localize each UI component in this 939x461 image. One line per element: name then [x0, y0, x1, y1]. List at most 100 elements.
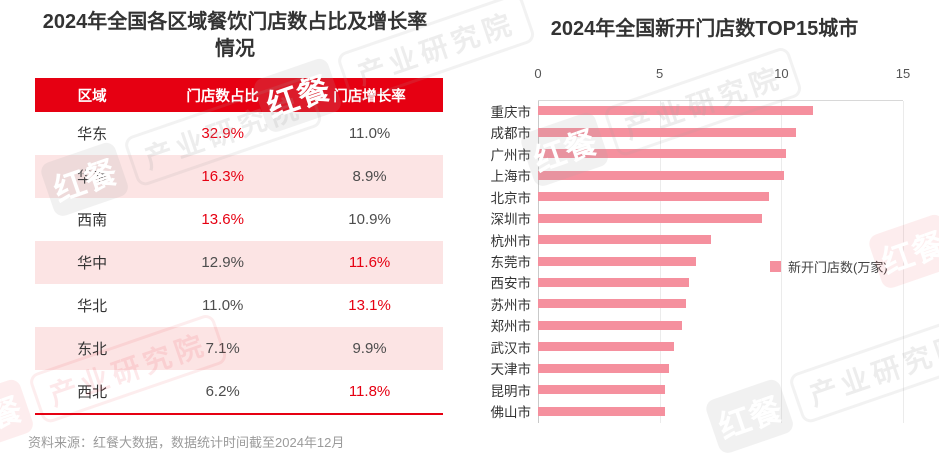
bar	[538, 363, 670, 373]
bar-row: 上海市	[470, 164, 903, 185]
bar-track	[538, 250, 903, 271]
region-table: 区域 门店数占比 门店增长率 华东 32.9% 11.0% 华南 16.3% 8.9% 西南 13…	[35, 78, 443, 415]
table-header-cell: 区域	[77, 88, 107, 105]
category-label: 昆明市	[490, 383, 532, 399]
table-bottom-rule	[35, 413, 443, 415]
table-body: 华东 32.9% 11.0% 华南 16.3% 8.9% 西南 13.6% 10.9% 华中 12.…	[35, 112, 443, 413]
category-label: 成都市	[490, 126, 532, 142]
x-tick-label: 10	[774, 66, 789, 81]
category-label: 佛山市	[490, 405, 532, 421]
top15-chart-panel: 2024年全国新开门店数TOP15城市 0 5 10 15 重庆市成都市广州市上海市北…	[470, 0, 939, 461]
table-cell-share: 6.2%	[205, 383, 240, 400]
table-cell-share: 12.9%	[201, 254, 244, 271]
category-label: 北京市	[490, 190, 532, 206]
left-chart-title-line1: 2024年全国各区域餐饮门店数占比及增长率	[42, 11, 428, 33]
bar	[538, 385, 665, 395]
bar-rows: 重庆市成都市广州市上海市北京市深圳市杭州市 东莞市西安市 苏州市郑州市武汉市天津市昆…	[470, 100, 903, 422]
left-chart-title: 2024年全国各区域餐饮门店数占比及增长率 情况	[0, 9, 470, 63]
bar-track	[538, 229, 903, 250]
bar	[538, 149, 787, 159]
source-note: 资料来源：红餐大数据，数据统计时间截至2024年12月	[28, 435, 345, 450]
table-cell-growth: 11.0%	[348, 125, 391, 142]
table-row: 华北 11.0% 13.1%	[35, 284, 443, 327]
table-cell-growth: 13.1%	[348, 297, 391, 314]
bar-row: 武汉市	[470, 336, 903, 357]
category-label: 郑州市	[490, 319, 532, 335]
bar	[538, 192, 770, 202]
table-cell-share: 16.3%	[201, 168, 244, 185]
bar-track	[538, 121, 903, 142]
table-cell-region: 华中	[77, 255, 108, 272]
right-chart-title: 2024年全国新开门店数TOP15城市	[550, 18, 859, 40]
bar-track	[538, 100, 903, 121]
bar-row: 成都市	[470, 121, 903, 142]
category-label: 广州市	[490, 147, 532, 163]
table-row: 华南 16.3% 8.9%	[35, 155, 443, 198]
table-cell-share: 7.1%	[205, 340, 240, 357]
bar	[538, 235, 711, 245]
bar	[538, 256, 697, 266]
x-tick-label: 5	[656, 66, 664, 81]
x-tick-label: 15	[895, 66, 911, 81]
category-label: 上海市	[490, 169, 532, 185]
bar	[538, 406, 665, 416]
table-cell-share: 32.9%	[201, 125, 244, 142]
table-cell-growth: 8.9%	[352, 168, 387, 185]
bar-row: 昆明市	[470, 379, 903, 400]
bar-track	[538, 186, 903, 207]
bar	[538, 299, 687, 309]
chart-legend: 新开门店数(万家)	[770, 257, 888, 276]
category-label: 杭州市	[490, 233, 532, 249]
bar-row: 天津市	[470, 358, 903, 379]
bar-track	[538, 379, 903, 400]
bar	[538, 342, 675, 352]
bar-track	[538, 401, 903, 422]
bar-track	[538, 207, 903, 228]
table-row: 华东 32.9% 11.0%	[35, 112, 443, 155]
table-row: 华中 12.9% 11.6%	[35, 241, 443, 284]
x-axis: 0 5 10 15	[534, 66, 910, 86]
gridline	[781, 101, 783, 423]
bar-row: 北京市	[470, 186, 903, 207]
bar	[538, 127, 796, 137]
table-cell-region: 西南	[77, 212, 108, 229]
bar-track	[538, 358, 903, 379]
category-label: 武汉市	[490, 340, 532, 356]
table-row: 西南 13.6% 10.9%	[35, 198, 443, 241]
bar-row: 郑州市	[470, 315, 903, 336]
bar	[538, 170, 784, 180]
category-label: 西安市	[490, 276, 532, 292]
table-cell-region: 华东	[77, 126, 108, 143]
bar-track	[538, 336, 903, 357]
table-cell-growth: 10.9%	[348, 211, 391, 228]
region-table-panel: 2024年全国各区域餐饮门店数占比及增长率 情况 区域 门店数占比 门店增长率 华东…	[0, 9, 470, 450]
table-cell-growth: 9.9%	[352, 340, 387, 357]
x-tick-label: 0	[534, 66, 542, 81]
legend-label: 新开门店数(万家)	[788, 260, 888, 275]
gridline	[903, 101, 904, 423]
bar-track	[538, 315, 903, 336]
table-header-cell: 门店数占比	[186, 88, 259, 105]
table-cell-region: 东北	[77, 341, 108, 358]
bar-row: 佛山市	[470, 401, 903, 422]
bar-row: 东莞市	[470, 250, 903, 271]
bar-track	[538, 293, 903, 314]
bar-track	[538, 143, 903, 164]
table-cell-region: 华北	[77, 298, 108, 315]
bar-row: 苏州市	[470, 293, 903, 314]
category-label: 天津市	[490, 362, 532, 378]
bar-row: 西安市	[470, 272, 903, 293]
category-label: 重庆市	[490, 104, 532, 120]
bar	[538, 213, 762, 223]
table-cell-region: 华南	[77, 169, 108, 186]
bar	[538, 106, 813, 116]
bar-row: 杭州市	[470, 229, 903, 250]
bar	[538, 277, 689, 287]
table-header-cell: 门店增长率	[333, 88, 406, 105]
legend-swatch	[770, 261, 781, 272]
bar-row: 深圳市	[470, 207, 903, 228]
bar-row: 重庆市	[470, 100, 903, 121]
category-label: 深圳市	[490, 212, 532, 228]
table-cell-region: 西北	[77, 384, 108, 401]
table-cell-growth: 11.8%	[348, 383, 391, 400]
